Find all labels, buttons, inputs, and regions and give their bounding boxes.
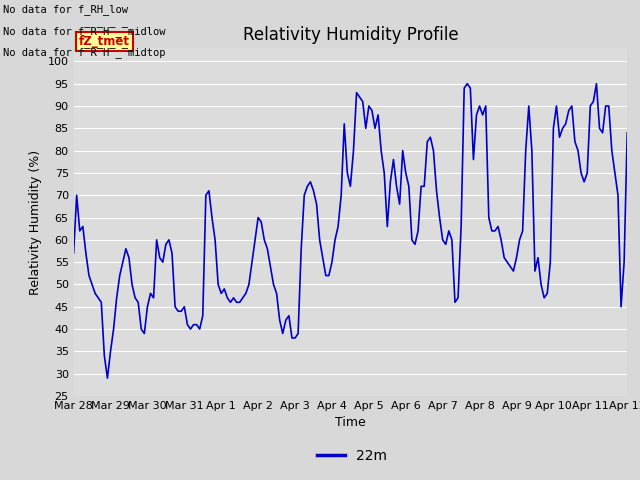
Text: No data for f̅R̅H̅_̅midtop: No data for f̅R̅H̅_̅midtop	[3, 47, 166, 58]
Text: No data for f_RH_low: No data for f_RH_low	[3, 4, 128, 15]
Text: No data for f̅R̅H̅_̅midlow: No data for f̅R̅H̅_̅midlow	[3, 25, 166, 36]
Text: fZ_tmet: fZ_tmet	[79, 35, 130, 48]
X-axis label: Time: Time	[335, 417, 366, 430]
Legend: 22m: 22m	[312, 443, 392, 468]
Y-axis label: Relativity Humidity (%): Relativity Humidity (%)	[29, 149, 42, 295]
Title: Relativity Humidity Profile: Relativity Humidity Profile	[243, 25, 458, 44]
